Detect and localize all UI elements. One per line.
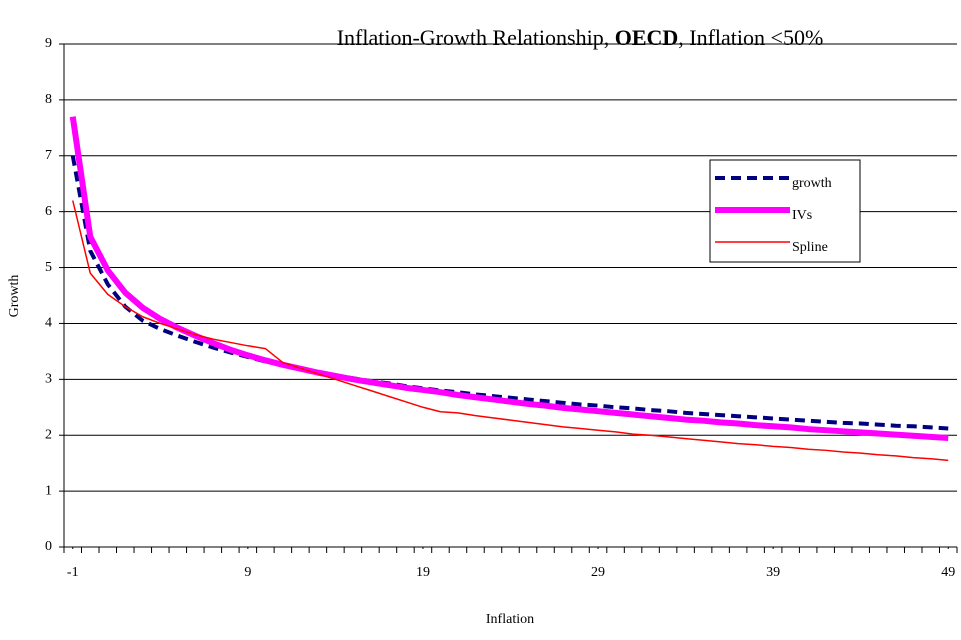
x-tick-label: -1 <box>67 565 79 580</box>
x-tick-label: 49 <box>941 565 955 580</box>
x-axis-label: Inflation <box>486 612 534 627</box>
y-tick-label: 8 <box>45 92 52 107</box>
title-part: OECD <box>615 25 679 50</box>
line-series <box>69 116 949 442</box>
y-tick-label: 5 <box>45 260 52 275</box>
legend-label: Spline <box>792 240 828 255</box>
x-tick-label: 19 <box>416 565 430 580</box>
line-series <box>72 200 949 462</box>
legend-label: growth <box>792 176 832 191</box>
y-tick-label: 6 <box>45 204 52 219</box>
y-tick-label: 0 <box>45 539 52 554</box>
x-tick-label: 9 <box>244 565 251 580</box>
line-series <box>70 155 949 431</box>
title-part: , Inflation <50% <box>678 25 823 50</box>
y-tick-label: 2 <box>45 427 52 442</box>
x-tick-label: 29 <box>591 565 605 580</box>
y-tick-label: 4 <box>45 316 52 331</box>
y-tick-label: 3 <box>45 372 52 387</box>
legend-label: IVs <box>792 208 812 223</box>
y-tick-label: 9 <box>45 36 52 51</box>
y-tick-label: 7 <box>45 148 52 163</box>
x-tick-label: 39 <box>766 565 780 580</box>
y-tick-label: 1 <box>45 483 52 498</box>
y-axis-label: Growth <box>7 275 22 318</box>
title-part: Inflation-Growth Relationship, <box>337 25 615 50</box>
chart-title: Inflation-Growth Relationship, OECD, Inf… <box>337 25 824 50</box>
